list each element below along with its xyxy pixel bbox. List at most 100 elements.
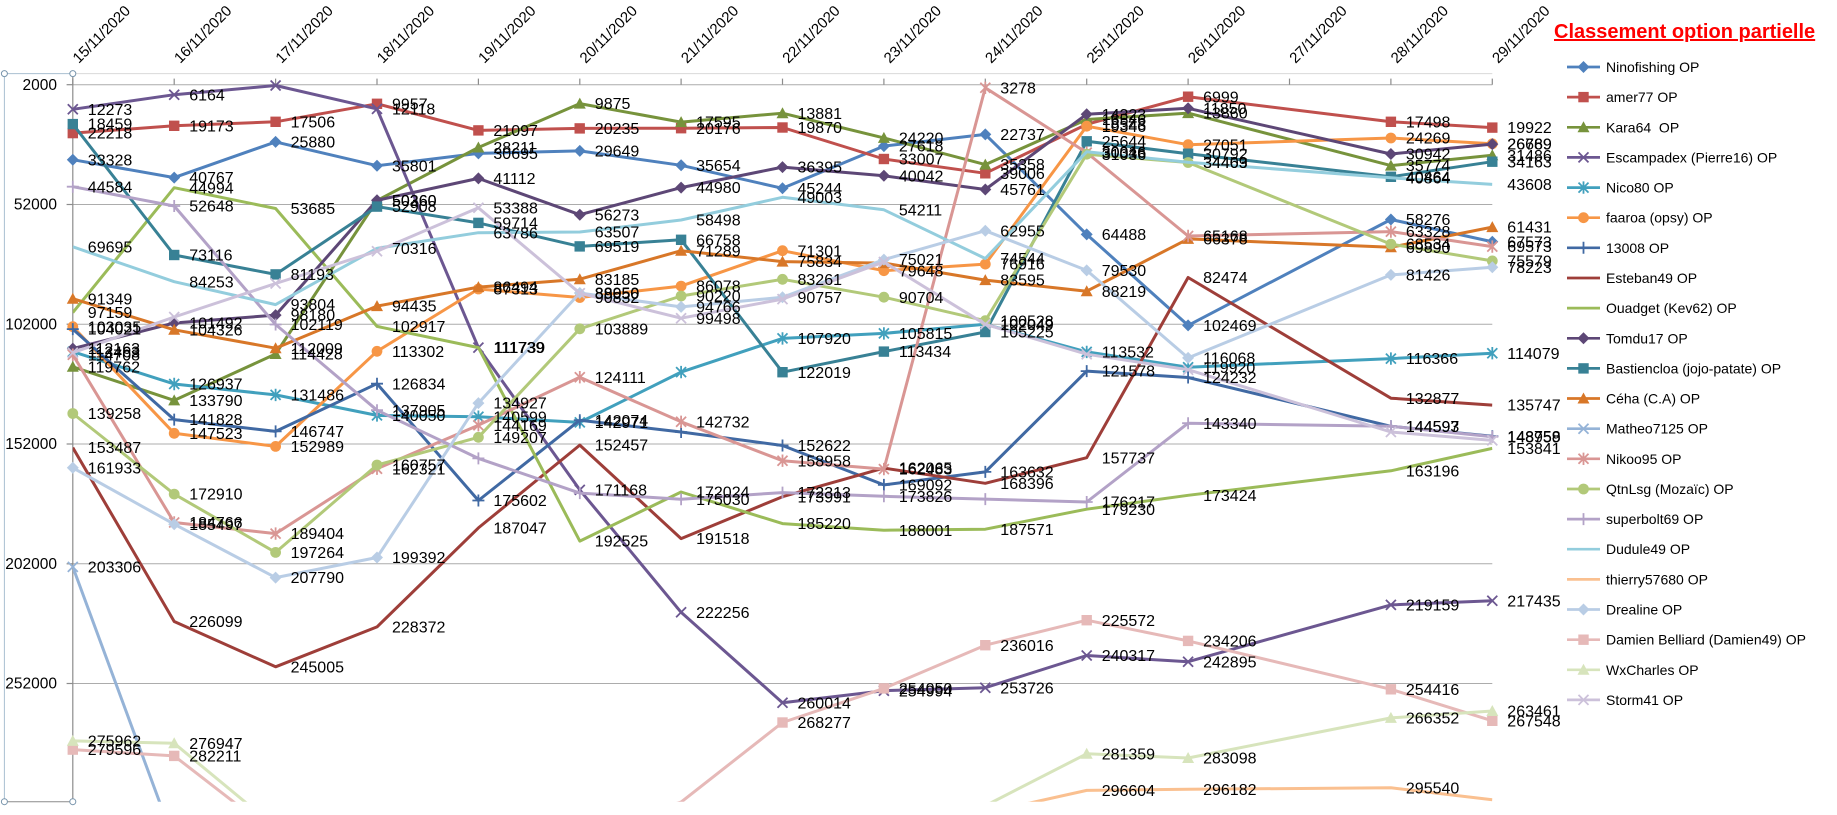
svg-text:79648: 79648 bbox=[899, 263, 944, 280]
svg-text:40767: 40767 bbox=[189, 170, 234, 187]
svg-text:30346: 30346 bbox=[1102, 145, 1147, 162]
svg-text:66758: 66758 bbox=[696, 232, 741, 249]
svg-text:107920: 107920 bbox=[798, 331, 851, 348]
svg-text:44980: 44980 bbox=[696, 180, 741, 197]
svg-text:192525: 192525 bbox=[595, 534, 648, 551]
svg-text:83185: 83185 bbox=[595, 272, 640, 289]
svg-text:187571: 187571 bbox=[1000, 522, 1053, 539]
svg-text:160757: 160757 bbox=[392, 458, 445, 475]
svg-text:91349: 91349 bbox=[88, 291, 133, 308]
svg-text:36395: 36395 bbox=[798, 160, 843, 177]
svg-text:267548: 267548 bbox=[1507, 713, 1560, 730]
svg-text:116366: 116366 bbox=[1406, 351, 1458, 368]
svg-text:254416: 254416 bbox=[1406, 682, 1459, 699]
svg-text:12118: 12118 bbox=[392, 102, 435, 119]
svg-text:114079: 114079 bbox=[1507, 346, 1559, 363]
svg-text:17498: 17498 bbox=[1406, 114, 1451, 131]
svg-text:86078: 86078 bbox=[696, 279, 741, 296]
svg-text:44584: 44584 bbox=[88, 179, 133, 196]
svg-text:111739: 111739 bbox=[493, 340, 544, 357]
svg-text:105815: 105815 bbox=[899, 326, 952, 343]
svg-text:296604: 296604 bbox=[1102, 783, 1155, 800]
svg-text:296182: 296182 bbox=[1203, 782, 1256, 799]
svg-text:Nico80 OP: Nico80 OP bbox=[1606, 180, 1674, 196]
svg-text:74544: 74544 bbox=[1000, 251, 1045, 268]
svg-text:40042: 40042 bbox=[899, 168, 944, 185]
svg-text:13860: 13860 bbox=[1203, 106, 1248, 123]
svg-text:41112: 41112 bbox=[493, 171, 535, 188]
svg-text:112163: 112163 bbox=[88, 341, 140, 358]
svg-text:219159: 219159 bbox=[1406, 598, 1459, 615]
svg-text:75021: 75021 bbox=[899, 252, 944, 269]
svg-text:22737: 22737 bbox=[1000, 127, 1045, 144]
svg-text:90704: 90704 bbox=[899, 290, 944, 307]
svg-text:69890: 69890 bbox=[1406, 240, 1451, 257]
svg-text:28211: 28211 bbox=[493, 140, 536, 157]
svg-text:30695: 30695 bbox=[493, 146, 538, 163]
svg-text:31036: 31036 bbox=[1102, 147, 1147, 164]
svg-text:142732: 142732 bbox=[696, 414, 749, 431]
svg-text:176217: 176217 bbox=[1102, 495, 1155, 512]
svg-text:61431: 61431 bbox=[1507, 220, 1552, 237]
svg-text:83595: 83595 bbox=[1000, 273, 1045, 290]
svg-text:69519: 69519 bbox=[595, 239, 640, 256]
svg-text:87313: 87313 bbox=[493, 282, 538, 299]
svg-text:3278: 3278 bbox=[1000, 80, 1036, 97]
svg-text:152989: 152989 bbox=[291, 439, 344, 456]
svg-text:35774: 35774 bbox=[1406, 158, 1451, 175]
svg-text:24220: 24220 bbox=[899, 131, 944, 148]
svg-text:144593: 144593 bbox=[1406, 419, 1459, 436]
svg-text:143340: 143340 bbox=[1203, 416, 1256, 433]
svg-text:234206: 234206 bbox=[1203, 634, 1256, 651]
svg-text:83261: 83261 bbox=[798, 272, 843, 289]
svg-text:50360: 50360 bbox=[392, 193, 437, 210]
svg-text:102917: 102917 bbox=[392, 319, 445, 336]
svg-text:161933: 161933 bbox=[88, 460, 141, 477]
svg-text:75834: 75834 bbox=[798, 254, 843, 271]
svg-text:78223: 78223 bbox=[1507, 260, 1552, 277]
svg-text:113434: 113434 bbox=[899, 344, 951, 361]
svg-text:27618: 27618 bbox=[899, 139, 944, 156]
svg-text:152457: 152457 bbox=[595, 438, 648, 455]
svg-text:162065: 162065 bbox=[899, 461, 952, 478]
svg-text:158958: 158958 bbox=[798, 453, 851, 470]
svg-text:62955: 62955 bbox=[1000, 223, 1045, 240]
svg-text:67573: 67573 bbox=[1507, 234, 1552, 251]
svg-text:Matheo7125 OP: Matheo7125 OP bbox=[1606, 421, 1708, 437]
svg-text:141828: 141828 bbox=[189, 412, 242, 429]
svg-text:19346: 19346 bbox=[1102, 119, 1147, 136]
svg-text:52000: 52000 bbox=[14, 197, 57, 214]
svg-text:124111: 124111 bbox=[595, 370, 646, 387]
svg-text:179230: 179230 bbox=[1102, 502, 1155, 519]
svg-text:283098: 283098 bbox=[1203, 751, 1256, 768]
svg-text:63328: 63328 bbox=[1406, 224, 1451, 241]
svg-text:124232: 124232 bbox=[1203, 370, 1256, 387]
svg-text:144597: 144597 bbox=[1406, 419, 1459, 436]
svg-text:146747: 146747 bbox=[291, 424, 344, 441]
svg-text:12273: 12273 bbox=[88, 102, 133, 119]
svg-text:139258: 139258 bbox=[88, 406, 141, 423]
svg-text:17506: 17506 bbox=[291, 114, 336, 131]
svg-text:122019: 122019 bbox=[798, 365, 851, 382]
svg-text:40464: 40464 bbox=[1406, 169, 1451, 186]
svg-text:140050: 140050 bbox=[392, 408, 445, 425]
svg-text:102119: 102119 bbox=[291, 317, 343, 334]
svg-text:34163: 34163 bbox=[1507, 154, 1552, 171]
svg-text:43608: 43608 bbox=[1507, 177, 1552, 194]
svg-text:13008 OP: 13008 OP bbox=[1606, 240, 1669, 256]
svg-text:amer77 OP: amer77 OP bbox=[1606, 89, 1678, 105]
svg-text:19870: 19870 bbox=[798, 120, 843, 137]
svg-text:39006: 39006 bbox=[1000, 166, 1045, 183]
svg-text:19922: 19922 bbox=[1507, 120, 1552, 137]
svg-text:197264: 197264 bbox=[291, 545, 344, 562]
svg-text:276947: 276947 bbox=[189, 736, 242, 753]
svg-text:103889: 103889 bbox=[595, 321, 648, 338]
svg-text:30942: 30942 bbox=[1406, 147, 1451, 164]
svg-text:86494: 86494 bbox=[493, 280, 538, 297]
svg-text:QtnLsg (Mozaïc) OP: QtnLsg (Mozaïc) OP bbox=[1606, 481, 1734, 497]
svg-text:33007: 33007 bbox=[899, 152, 944, 169]
svg-text:144169: 144169 bbox=[493, 418, 546, 435]
svg-text:90832: 90832 bbox=[595, 290, 640, 307]
svg-text:191518: 191518 bbox=[696, 531, 749, 548]
svg-text:245005: 245005 bbox=[291, 659, 344, 676]
